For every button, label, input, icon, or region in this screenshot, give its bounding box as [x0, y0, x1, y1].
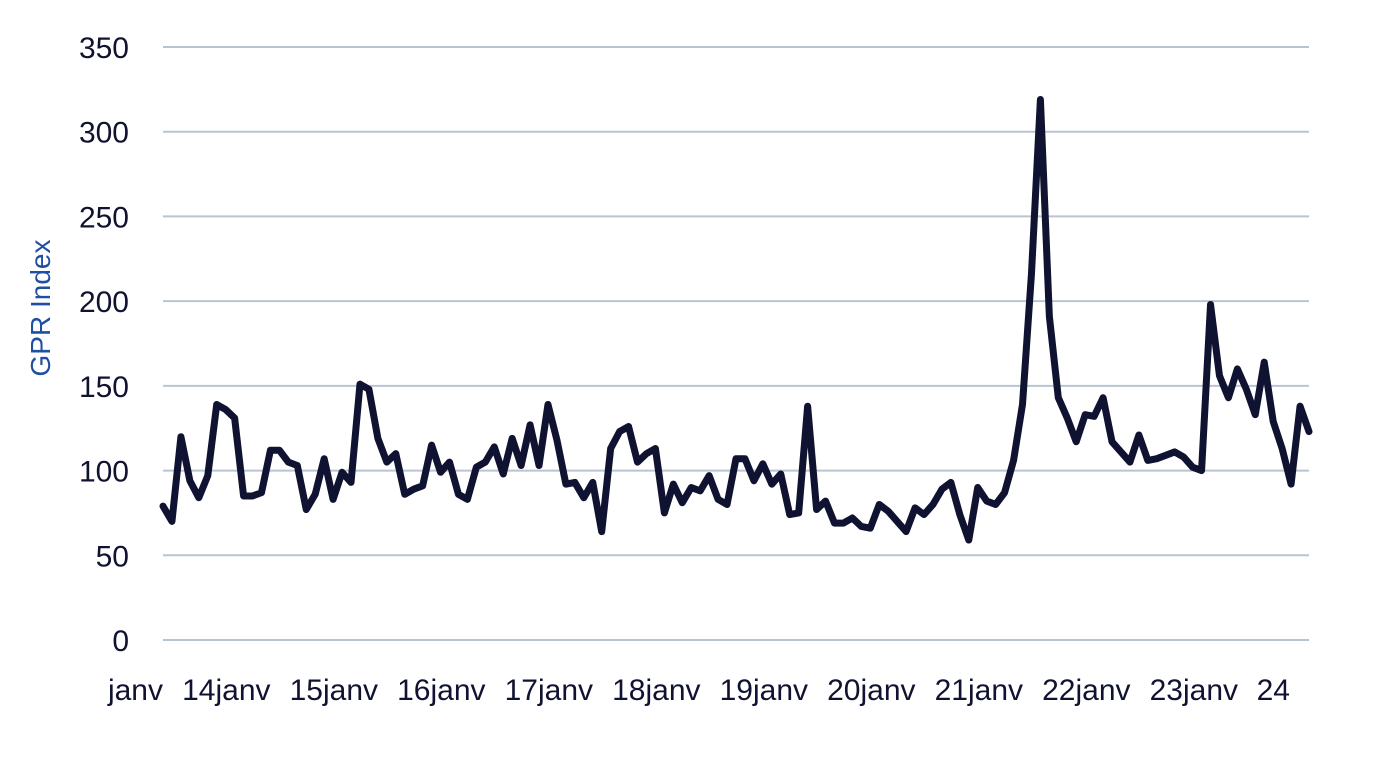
y-axis-label: GPR Index — [25, 240, 56, 377]
y-tick-label: 150 — [79, 371, 129, 404]
series-line — [159, 96, 1313, 544]
x-tick-label: 15janv — [290, 674, 378, 707]
x-tick-label: 16janv — [397, 674, 485, 707]
y-tick-label: 100 — [79, 456, 129, 489]
x-tick-label: 18janv — [612, 674, 700, 707]
y-tick-label: 200 — [79, 286, 129, 319]
x-tick-label: janv — [107, 674, 163, 707]
y-tick-label: 250 — [79, 201, 129, 234]
x-tick-label: 24 — [1257, 674, 1290, 707]
x-tick-label: 19janv — [720, 674, 808, 707]
x-tick-label: 17janv — [505, 674, 593, 707]
x-tick-label: 14janv — [182, 674, 270, 707]
y-tick-label: 50 — [96, 540, 129, 573]
y-tick-label: 300 — [79, 117, 129, 150]
y-tick-label: 350 — [79, 32, 129, 65]
x-axis-ticks: janv 14janv 15janv 16janv 17janv 18janv 19janv… — [107, 674, 1290, 707]
x-tick-label: 20janv — [827, 674, 915, 707]
y-axis-ticks: 0 50 100 150 200 250 300 350 — [79, 32, 129, 658]
x-tick-label: 23janv — [1150, 674, 1238, 707]
series-layer — [159, 96, 1313, 544]
x-tick-label: 21janv — [935, 674, 1023, 707]
gridlines — [163, 46, 1309, 641]
x-tick-label: 22janv — [1042, 674, 1130, 707]
y-tick-label: 0 — [112, 625, 129, 658]
